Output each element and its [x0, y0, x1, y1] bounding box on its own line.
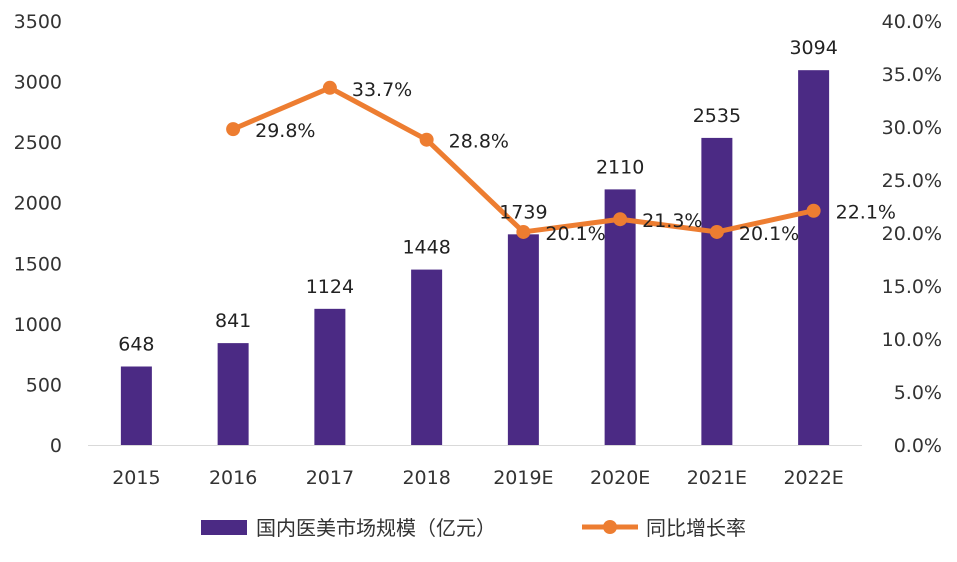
bar	[604, 189, 636, 445]
bar	[217, 343, 249, 445]
bar-data-label: 1448	[402, 237, 450, 259]
legend-bar-label: 国内医美市场规模（亿元）	[256, 516, 496, 540]
bar	[411, 269, 443, 445]
growth-rate-data-label: 20.1%	[739, 223, 799, 245]
right-axis-tick-label: 40.0%	[882, 11, 942, 33]
growth-rate-data-label: 33.7%	[352, 79, 412, 101]
left-axis-tick-label: 0	[50, 435, 62, 457]
growth-rate-point	[226, 122, 241, 137]
bar-data-label: 2535	[693, 105, 741, 127]
right-axis-tick-label: 25.0%	[882, 170, 942, 192]
right-axis-tick-label: 30.0%	[882, 117, 942, 139]
bar	[120, 366, 152, 445]
left-axis-tick-label: 2000	[14, 193, 62, 215]
growth-rate-point	[806, 203, 821, 218]
legend-bar-swatch	[201, 520, 247, 535]
x-axis-tick-label: 2021E	[687, 467, 747, 489]
left-axis-tick-label: 2500	[14, 132, 62, 154]
bar	[314, 308, 346, 445]
legend-line-marker	[603, 520, 617, 534]
bar-data-label: 3094	[789, 37, 837, 59]
bar-data-label: 1124	[306, 276, 354, 298]
bar-data-label: 648	[118, 333, 154, 355]
bar	[798, 70, 830, 446]
left-axis-tick-label: 3000	[14, 72, 62, 94]
right-axis-tick-label: 0.0%	[894, 435, 942, 457]
x-axis-tick-label: 2015	[112, 467, 160, 489]
growth-rate-point	[613, 212, 628, 227]
growth-rate-data-label: 29.8%	[255, 120, 315, 142]
bar	[507, 234, 539, 445]
left-axis-tick-label: 1000	[14, 314, 62, 336]
growth-rate-data-label: 22.1%	[836, 202, 896, 224]
bar-data-label: 2110	[596, 156, 644, 178]
growth-rate-data-label: 21.3%	[642, 210, 702, 232]
right-axis-tick-label: 5.0%	[894, 382, 942, 404]
growth-rate-point	[709, 224, 724, 239]
left-axis-tick-label: 500	[26, 374, 62, 396]
left-axis-tick-label: 3500	[14, 11, 62, 33]
growth-rate-point	[516, 224, 531, 239]
right-axis-tick-label: 20.0%	[882, 223, 942, 245]
x-axis-tick-label: 2017	[306, 467, 354, 489]
left-axis-tick-label: 1500	[14, 253, 62, 275]
bar	[701, 137, 733, 445]
growth-rate-data-label: 28.8%	[449, 131, 509, 153]
growth-rate-point	[322, 80, 337, 95]
right-axis-tick-label: 15.0%	[882, 276, 942, 298]
x-axis-tick-label: 2020E	[590, 467, 650, 489]
bar-data-label: 841	[215, 310, 251, 332]
growth-rate-data-label: 20.1%	[545, 223, 605, 245]
x-axis-tick-label: 2022E	[783, 467, 843, 489]
legend-line-label: 同比增长率	[646, 516, 746, 540]
x-axis-tick-label: 2019E	[493, 467, 553, 489]
right-axis-tick-label: 35.0%	[882, 64, 942, 86]
bar-data-label: 1739	[499, 201, 547, 223]
x-axis-tick-label: 2016	[209, 467, 257, 489]
growth-rate-point	[419, 132, 434, 147]
right-axis-tick-label: 10.0%	[882, 329, 942, 351]
x-axis-tick-label: 2018	[402, 467, 450, 489]
